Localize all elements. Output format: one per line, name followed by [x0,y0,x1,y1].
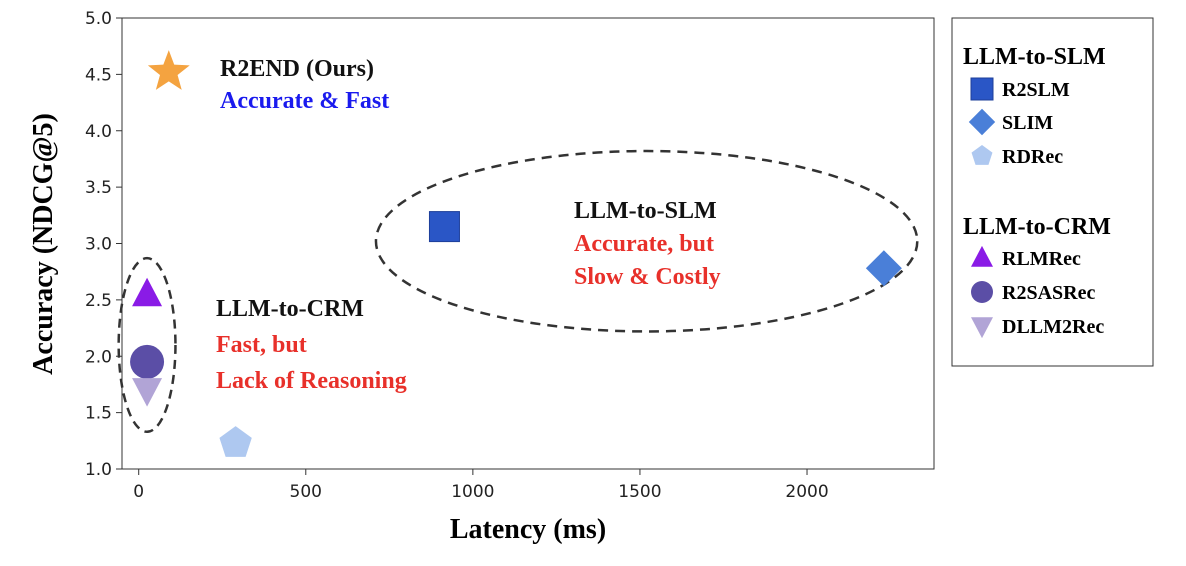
llm-to-crm-cluster-ellipse [117,256,177,434]
y-tick-label: 3.0 [85,235,112,255]
legend-marker-dllm2rec [971,317,993,339]
legend-marker-r2sasrec [971,281,993,303]
x-tick-label: 1000 [451,482,494,502]
annotation-ours-subtitle: Accurate & Fast [220,88,389,114]
legend-marker-rlmrec [971,245,993,267]
plot-area [121,17,935,470]
legend-marker-r2slm [970,77,994,101]
point-dllm2rec [132,378,163,407]
y-tick-label: 5.0 [85,9,112,29]
point-slim [865,250,902,287]
x-axis: 0 500 1000 1500 2000 [133,469,829,502]
y-tick-label: 2.5 [85,291,112,311]
y-tick-label: 1.5 [85,404,112,424]
point-rdrec [219,426,252,457]
legend-label-rdrec: RDRec [1002,146,1063,168]
x-tick-label: 2000 [785,482,828,502]
point-rlmrec [132,277,163,307]
annotation-crm-line2: Lack of Reasoning [216,368,407,394]
x-axis-label: Latency (ms) [450,514,606,545]
legend-marker-slim [968,108,996,136]
legend-group-slm-title: LLM-to-SLM [963,44,1106,70]
x-tick-label: 0 [133,482,144,502]
llm-to-slm-cluster-ellipse [374,149,919,333]
legend-marker-rdrec [971,145,993,165]
legend-label-r2sasrec: R2SASRec [1002,282,1095,304]
y-axis: 1.0 1.5 2.0 2.5 3.0 3.5 4.0 4.5 5.0 [85,9,122,480]
x-tick-label: 1500 [618,482,661,502]
y-tick-label: 3.5 [85,178,112,198]
annotation-slm-line1: Accurate, but [574,231,714,257]
y-axis-label: Accuracy (NDCG@5) [28,113,59,375]
annotation-slm-title: LLM-to-SLM [574,198,717,224]
y-tick-label: 2.0 [85,347,112,367]
point-r2slm [428,211,460,243]
y-tick-label: 1.0 [85,460,112,480]
point-r2end-ours [147,50,190,90]
annotation-crm-title: LLM-to-CRM [216,296,364,322]
y-tick-label: 4.0 [85,122,112,142]
point-r2sasrec [130,344,165,379]
legend-label-rlmrec: RLMRec [1002,248,1081,270]
legend-box [951,17,1154,367]
annotation-crm-line1: Fast, but [216,332,307,358]
legend-group-crm-title: LLM-to-CRM [963,214,1111,240]
x-tick-label: 500 [290,482,322,502]
legend-items: R2SLM SLIM RDRec RLMRec R2SASRec DLLM2Rec [968,77,1104,339]
legend-label-slim: SLIM [1002,112,1053,134]
y-tick-label: 4.5 [85,65,112,85]
data-points [130,50,902,457]
legend-label-r2slm: R2SLM [1002,79,1070,101]
annotation-ours-title: R2END (Ours) [220,56,374,82]
annotation-slm-line2: Slow & Costly [574,264,721,290]
legend-label-dllm2rec: DLLM2Rec [1002,316,1104,338]
